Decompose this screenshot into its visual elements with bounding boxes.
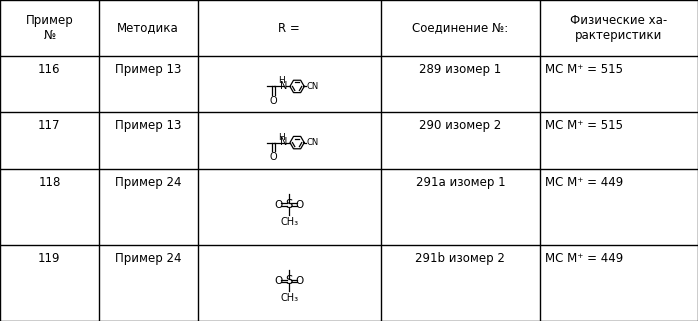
Text: Физические ха-
рактеристики: Физические ха- рактеристики [570,14,667,42]
Text: Соединение №:: Соединение №: [413,22,508,35]
Text: H: H [279,76,285,85]
Text: 291a изомер 1: 291a изомер 1 [415,176,505,188]
Text: R =: R = [279,22,300,35]
Text: Пример 13: Пример 13 [115,119,181,132]
Text: O: O [269,96,277,106]
Text: N: N [281,81,288,91]
Text: CH₃: CH₃ [281,217,298,227]
Text: 290 изомер 2: 290 изомер 2 [419,119,501,132]
Text: Пример 24: Пример 24 [115,176,181,188]
Text: Пример 13: Пример 13 [115,63,181,76]
Text: Пример
№: Пример № [26,14,73,42]
Text: O: O [275,200,283,210]
Text: S: S [285,274,293,287]
Text: МС М⁺ = 449: МС М⁺ = 449 [544,252,623,265]
Text: N: N [281,137,288,147]
Text: O: O [275,276,283,286]
Text: Методика: Методика [117,22,179,35]
Text: 118: 118 [38,176,61,188]
Text: МС М⁺ = 515: МС М⁺ = 515 [544,63,623,76]
Text: 291b изомер 2: 291b изомер 2 [415,252,505,265]
Text: МС М⁺ = 515: МС М⁺ = 515 [544,119,623,132]
Text: Пример 24: Пример 24 [115,252,181,265]
Text: O: O [269,152,277,162]
Text: 119: 119 [38,252,61,265]
Text: H: H [279,133,285,142]
Text: CN: CN [306,82,319,91]
Text: CH₃: CH₃ [281,293,298,303]
Text: CN: CN [306,138,319,147]
Text: 289 изомер 1: 289 изомер 1 [419,63,501,76]
Text: 116: 116 [38,63,61,76]
Text: МС М⁺ = 449: МС М⁺ = 449 [544,176,623,188]
Text: 117: 117 [38,119,61,132]
Text: O: O [296,200,304,210]
Text: S: S [285,198,293,211]
Text: O: O [296,276,304,286]
